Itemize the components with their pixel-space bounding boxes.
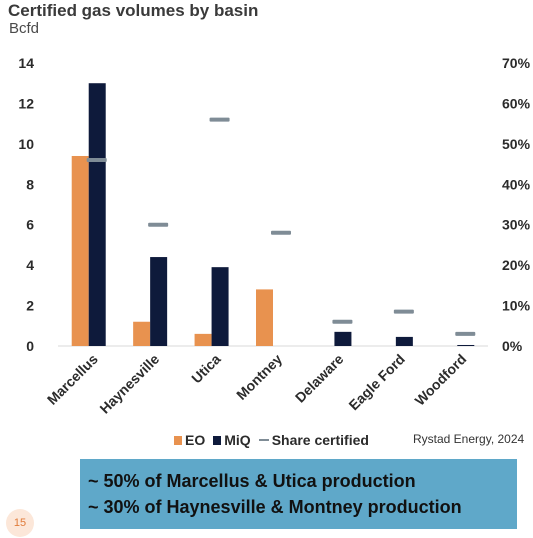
marker-share-certified bbox=[271, 230, 291, 235]
legend-label-eo: EO bbox=[185, 432, 206, 448]
y-tick-label: 4 bbox=[26, 257, 34, 273]
y-tick-label: 0 bbox=[26, 338, 34, 354]
y-tick-label: 14 bbox=[18, 55, 34, 71]
bar-eo bbox=[194, 333, 212, 346]
marker-share-certified bbox=[209, 117, 230, 122]
x-tick-label: Haynesville bbox=[96, 351, 162, 417]
bar-miq bbox=[334, 331, 352, 346]
y-tick-label: 10 bbox=[18, 136, 34, 152]
bar-miq bbox=[211, 267, 229, 346]
bar-eo bbox=[133, 321, 151, 346]
legend-item-eo: EO bbox=[174, 432, 205, 448]
callout-line-2: ~ 30% of Haynesville & Montney productio… bbox=[88, 497, 462, 517]
bar-miq bbox=[150, 257, 168, 346]
bar-miq bbox=[88, 83, 106, 346]
bar-miq bbox=[457, 344, 475, 346]
legend-item-miq: MiQ bbox=[213, 432, 251, 448]
bar-miq bbox=[395, 336, 413, 346]
y-tick-label: 6 bbox=[26, 217, 34, 233]
x-tick-label: Woodford bbox=[412, 351, 470, 409]
legend-swatch-share bbox=[258, 439, 269, 441]
y2-tick-label: 60% bbox=[502, 95, 531, 111]
bar-eo bbox=[256, 289, 273, 346]
marker-share-certified bbox=[393, 309, 414, 314]
x-tick-label: Delaware bbox=[292, 351, 347, 406]
y2-tick-label: 10% bbox=[502, 298, 531, 314]
page-number: 15 bbox=[6, 509, 34, 537]
chart-title: Certified gas volumes by basin bbox=[8, 1, 259, 20]
marker-share-certified bbox=[455, 331, 476, 336]
legend-item-share: Share certified bbox=[258, 432, 369, 448]
chart-unit-label: Bcfd bbox=[9, 20, 40, 37]
legend-label-miq: MiQ bbox=[224, 432, 251, 448]
y2-tick-label: 0% bbox=[502, 338, 523, 354]
y-tick-label: 8 bbox=[26, 176, 34, 192]
y2-tick-label: 70% bbox=[502, 55, 531, 71]
source-note: Rystad Energy, 2024 bbox=[413, 432, 525, 446]
x-tick-label: Marcellus bbox=[44, 351, 101, 408]
y2-tick-label: 40% bbox=[502, 176, 531, 192]
x-tick-label: Montney bbox=[233, 351, 285, 403]
bar-eo bbox=[71, 155, 89, 346]
legend-label-share: Share certified bbox=[271, 432, 369, 448]
legend-swatch-eo bbox=[174, 435, 182, 445]
marker-share-certified bbox=[148, 222, 169, 227]
callout-box: ~ 50% of Marcellus & Utica production ~ … bbox=[80, 459, 517, 529]
x-tick-label: Utica bbox=[188, 351, 224, 387]
chart-legend: EO MiQ Share certified bbox=[174, 432, 369, 448]
x-tick-label: Eagle Ford bbox=[345, 351, 407, 413]
marker-share-certified bbox=[86, 158, 107, 163]
callout-line-1: ~ 50% of Marcellus & Utica production bbox=[88, 471, 416, 491]
y2-tick-label: 20% bbox=[502, 257, 531, 273]
y2-tick-label: 30% bbox=[502, 217, 531, 233]
marker-share-certified bbox=[332, 319, 353, 324]
bar-chart: 0 2 4 6 8 10 12 14 0% 10% 20% 30% 40% 50% 60% 70% Marcel… bbox=[18, 55, 531, 417]
legend-swatch-miq bbox=[213, 435, 222, 445]
y-tick-label: 12 bbox=[18, 95, 34, 111]
y2-tick-label: 50% bbox=[502, 136, 531, 152]
y-tick-label: 2 bbox=[26, 298, 34, 314]
